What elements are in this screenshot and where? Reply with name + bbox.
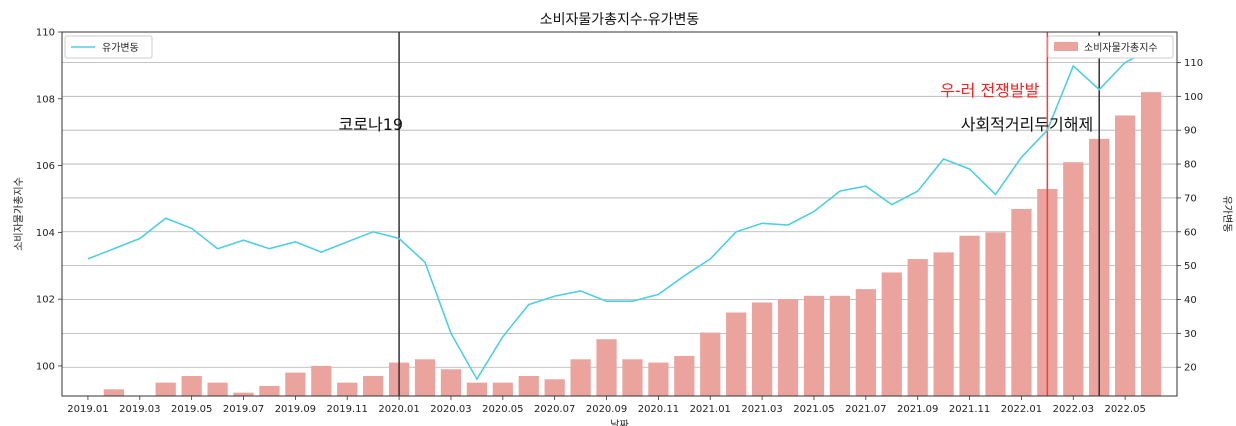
legend-box <box>1047 35 1174 59</box>
bar-mark <box>285 372 306 396</box>
bar-mark <box>700 332 721 396</box>
y-axis-left-ticks: 100 102 104 106 108 110 <box>36 28 62 372</box>
y-right-tick-label: 80 <box>1184 160 1197 171</box>
legend-bar-label: 소비자물가총지수 <box>1084 42 1158 54</box>
bar-mark <box>985 232 1006 396</box>
plot-frame <box>61 31 1178 397</box>
y-right-tick-label: 20 <box>1184 363 1197 374</box>
x-tick-label: 2021.05 <box>793 404 834 415</box>
bar-mark <box>959 235 980 396</box>
bar-mark <box>181 375 202 396</box>
legend-line-label: 유가변동 <box>102 42 139 54</box>
event-label: 코로나19 <box>339 115 404 134</box>
line-path <box>87 48 1152 381</box>
x-tick-label: 2022.03 <box>1053 404 1094 415</box>
x-tick-label: 2022.05 <box>1104 404 1145 415</box>
bar-mark <box>363 375 384 396</box>
bar-mark <box>829 295 851 396</box>
x-tick-label: 2019.07 <box>223 404 264 415</box>
bar-mark <box>1115 115 1136 396</box>
x-tick-label: 2021.07 <box>845 404 886 415</box>
chart-title: 소비자물가총지수-유가변동 <box>540 12 700 28</box>
bar-mark <box>1063 162 1084 396</box>
x-tick-label: 2020.11 <box>638 404 679 415</box>
bar-mark <box>933 252 954 396</box>
bar-mark <box>726 312 747 396</box>
x-tick-label: 2020.05 <box>482 404 523 415</box>
y-right-tick-label: 40 <box>1184 295 1197 306</box>
x-tick-label: 2021.03 <box>741 404 782 415</box>
bar-mark <box>233 392 254 396</box>
bar-mark <box>674 355 695 396</box>
x-tick-label: 2019.03 <box>119 404 160 415</box>
bar-mark <box>570 359 591 396</box>
y-left-tick-label: 106 <box>36 161 55 172</box>
bar-mark <box>155 382 176 396</box>
bar-mark <box>492 382 513 396</box>
bar-mark <box>752 302 773 396</box>
y-right-tick-label: 70 <box>1184 193 1197 204</box>
legend-line: 유가변동 <box>64 35 153 59</box>
bar-mark <box>596 339 617 396</box>
bar-mark <box>414 359 436 396</box>
x-tick-label: 2019.05 <box>171 404 212 415</box>
x-tick-label: 2019.11 <box>327 404 368 415</box>
y-left-tick-label: 108 <box>36 94 55 105</box>
bar-mark <box>855 289 876 396</box>
x-tick-label: 2020.07 <box>534 404 575 415</box>
x-tick-label: 2020.03 <box>430 404 471 415</box>
event-lines <box>398 32 1100 396</box>
x-tick-label: 2022.01 <box>1001 404 1042 415</box>
bar-mark <box>207 382 228 396</box>
x-axis-label: 날짜 <box>610 419 628 426</box>
y-axis-left-label: 소비자물가총지수 <box>13 177 25 251</box>
y-axis-right-ticks: 20 30 40 50 60 70 80 90 100 110 <box>1177 58 1203 374</box>
x-tick-label: 2021.11 <box>949 404 990 415</box>
bar-mark <box>103 389 124 396</box>
event-label: 우-러 전쟁발발 <box>940 81 1039 100</box>
y-right-tick-label: 110 <box>1184 58 1203 69</box>
line-series <box>87 48 1152 381</box>
x-tick-label: 2021.09 <box>897 404 938 415</box>
event-label: 사회적거리두기해제 <box>961 115 1093 134</box>
x-tick-label: 2020.01 <box>378 404 419 415</box>
x-tick-label: 2019.09 <box>275 404 316 415</box>
bar-mark <box>622 359 643 396</box>
y-right-tick-label: 50 <box>1184 261 1197 272</box>
grid-lines <box>62 62 1177 368</box>
bar-mark <box>777 299 799 396</box>
legend-bar: 소비자물가총지수 <box>1047 35 1174 59</box>
x-tick-label: 2019.01 <box>67 404 108 415</box>
bar-mark <box>544 379 565 396</box>
legend-box <box>64 35 153 59</box>
bar-mark <box>466 382 487 396</box>
y-left-tick-label: 100 <box>36 361 55 372</box>
bar-mark <box>803 295 825 396</box>
x-tick-label: 2020.09 <box>586 404 627 415</box>
y-left-tick-label: 102 <box>36 295 55 306</box>
y-axis-right-label: 유가변동 <box>1221 196 1233 233</box>
y-left-tick-label: 110 <box>36 28 55 39</box>
y-left-tick-label: 104 <box>36 228 55 239</box>
y-right-tick-label: 100 <box>1184 92 1203 103</box>
bar-mark <box>259 385 280 396</box>
bar-mark <box>337 382 358 396</box>
bar-mark <box>1140 92 1162 396</box>
bar-mark <box>440 369 462 396</box>
bar-mark <box>907 259 928 396</box>
bar-series <box>103 92 1162 397</box>
bar-mark <box>518 375 539 396</box>
bar-mark <box>311 365 332 396</box>
bar-mark <box>881 272 902 396</box>
x-axis-ticks: 2019.01 2019.03 2019.05 2019.07 2019.09 2019.… <box>67 396 1146 415</box>
y-right-tick-label: 30 <box>1184 329 1197 340</box>
bar-mark <box>1011 208 1032 396</box>
legend-bar-swatch <box>1054 42 1078 51</box>
y-right-tick-label: 60 <box>1184 227 1197 238</box>
y-right-tick-label: 90 <box>1184 126 1197 137</box>
x-tick-label: 2021.01 <box>690 404 731 415</box>
bar-mark <box>648 362 669 396</box>
